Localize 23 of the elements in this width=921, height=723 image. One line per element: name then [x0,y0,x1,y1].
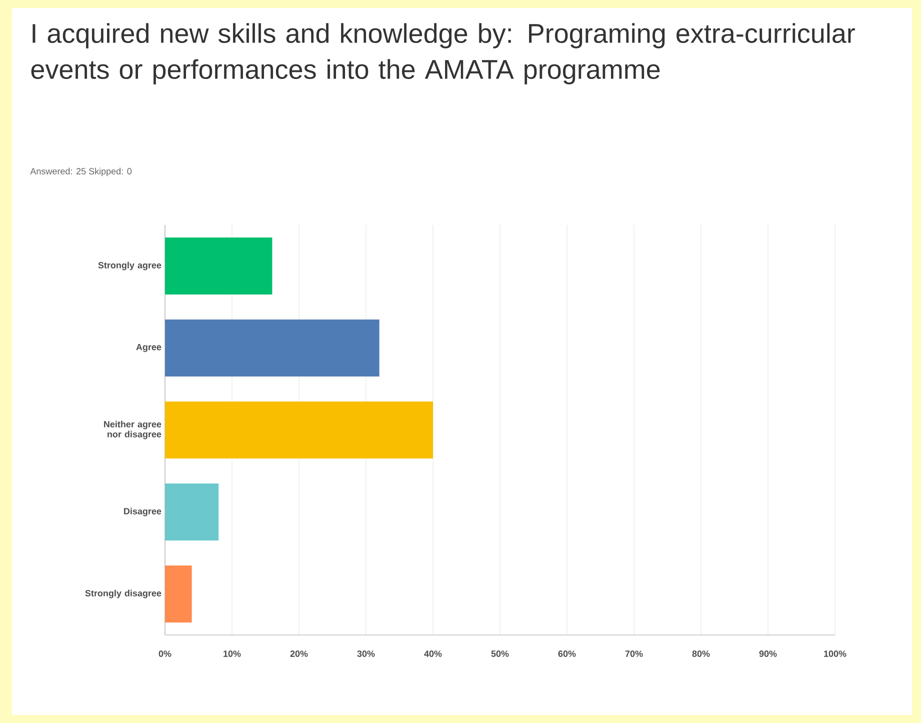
x-tick-label: 50% [491,650,509,657]
x-tick-label: 70% [625,650,643,657]
x-tick-label: 30% [357,650,375,657]
x-tick-label: 60% [558,650,576,657]
bar [165,238,272,295]
y-tick-label: Strongly disagree [85,590,162,598]
bar [165,402,434,459]
x-tick-label: 10% [224,650,241,657]
y-tick-label: Agree [136,344,162,352]
text: Answered: 25 Skipped: 0 [30,168,132,176]
y-tick-label: Strongly agree [98,262,162,270]
x-tick-label: 20% [290,650,308,657]
bar [165,484,219,541]
y-tick-label: Disagree [124,508,162,516]
x-tick-label: 100% [824,650,846,657]
bar [165,320,380,377]
x-tick-label: 80% [692,650,710,657]
bar [165,566,192,623]
x-tick-label: 40% [424,650,442,657]
chart-title: I acquired new skills and knowledge by: Programing extra-curricular events or performances into the AMATA programme [31,23,855,84]
y-tick-label: Neither agree nor disagree [104,420,162,440]
x-tick-label: 90% [759,650,777,657]
x-tick-label: 0% [158,650,172,657]
